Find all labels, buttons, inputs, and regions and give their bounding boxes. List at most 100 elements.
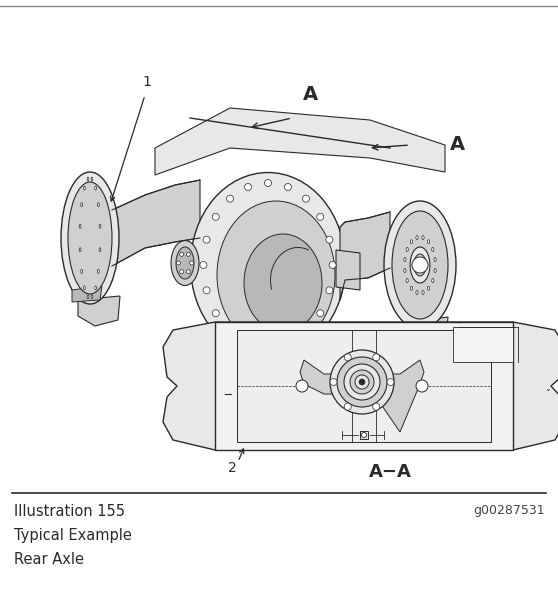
Circle shape — [344, 364, 380, 400]
Ellipse shape — [176, 247, 194, 279]
Circle shape — [330, 350, 394, 414]
Circle shape — [344, 403, 351, 410]
Circle shape — [387, 379, 394, 385]
Ellipse shape — [406, 278, 408, 283]
Ellipse shape — [427, 240, 430, 244]
Circle shape — [344, 354, 351, 361]
Ellipse shape — [81, 203, 83, 207]
Ellipse shape — [91, 177, 93, 181]
Ellipse shape — [87, 177, 89, 181]
Circle shape — [200, 261, 207, 269]
Ellipse shape — [384, 201, 456, 329]
Circle shape — [350, 370, 374, 394]
Ellipse shape — [432, 247, 434, 252]
Circle shape — [203, 236, 210, 243]
Ellipse shape — [95, 286, 97, 290]
Polygon shape — [203, 347, 330, 383]
Circle shape — [227, 328, 234, 335]
Ellipse shape — [84, 286, 85, 290]
Text: 2: 2 — [228, 461, 237, 475]
Circle shape — [180, 270, 184, 273]
Ellipse shape — [432, 278, 434, 283]
Circle shape — [302, 195, 310, 202]
Circle shape — [264, 344, 272, 350]
Ellipse shape — [244, 234, 322, 332]
Circle shape — [186, 270, 190, 273]
Ellipse shape — [79, 247, 81, 252]
Circle shape — [329, 261, 336, 269]
Circle shape — [244, 183, 252, 191]
Polygon shape — [112, 180, 200, 266]
Circle shape — [285, 183, 291, 191]
Polygon shape — [374, 360, 424, 432]
Bar — [215, 322, 513, 450]
Ellipse shape — [81, 269, 83, 273]
Polygon shape — [78, 296, 120, 326]
Ellipse shape — [422, 235, 424, 240]
Polygon shape — [400, 317, 448, 347]
Ellipse shape — [91, 295, 93, 299]
Ellipse shape — [99, 247, 101, 252]
Ellipse shape — [171, 241, 199, 286]
Ellipse shape — [84, 186, 85, 190]
Circle shape — [227, 195, 234, 202]
Ellipse shape — [410, 247, 430, 283]
Circle shape — [326, 236, 333, 243]
Text: ˇ: ˇ — [546, 390, 550, 400]
Circle shape — [355, 375, 369, 389]
Circle shape — [330, 379, 337, 385]
Polygon shape — [72, 286, 102, 302]
Circle shape — [212, 214, 219, 220]
Circle shape — [412, 257, 428, 273]
Polygon shape — [163, 322, 558, 450]
Ellipse shape — [404, 258, 406, 261]
Ellipse shape — [406, 247, 408, 252]
Circle shape — [186, 252, 190, 257]
Ellipse shape — [410, 240, 412, 244]
Ellipse shape — [416, 290, 418, 295]
Ellipse shape — [416, 235, 418, 240]
Ellipse shape — [98, 203, 99, 207]
Ellipse shape — [99, 224, 101, 228]
Circle shape — [296, 380, 308, 392]
Ellipse shape — [79, 224, 81, 228]
Ellipse shape — [404, 269, 406, 272]
Text: A: A — [450, 136, 465, 154]
Text: g00287531: g00287531 — [473, 504, 545, 517]
Bar — [360, 431, 368, 439]
Text: Rear Axle: Rear Axle — [14, 552, 84, 567]
Text: Illustration 155: Illustration 155 — [14, 504, 125, 519]
Polygon shape — [300, 360, 350, 394]
Circle shape — [302, 328, 310, 335]
Text: A: A — [302, 85, 318, 105]
Circle shape — [337, 357, 387, 407]
Circle shape — [416, 380, 428, 392]
Circle shape — [373, 354, 380, 361]
Circle shape — [317, 214, 324, 220]
Circle shape — [176, 261, 180, 265]
Circle shape — [212, 310, 219, 316]
Ellipse shape — [61, 172, 119, 304]
Text: A−A: A−A — [369, 463, 411, 481]
Polygon shape — [340, 212, 390, 300]
Ellipse shape — [434, 269, 436, 272]
Circle shape — [362, 433, 367, 437]
Bar — [237, 330, 491, 442]
Ellipse shape — [414, 254, 426, 276]
Bar — [453, 327, 513, 362]
Circle shape — [264, 180, 272, 186]
Ellipse shape — [95, 186, 97, 190]
Ellipse shape — [427, 286, 430, 290]
Ellipse shape — [392, 211, 448, 319]
Circle shape — [203, 287, 210, 294]
Ellipse shape — [217, 201, 335, 349]
Circle shape — [359, 379, 365, 385]
Circle shape — [373, 403, 380, 410]
Circle shape — [317, 310, 324, 316]
Text: 1: 1 — [142, 75, 151, 89]
Polygon shape — [336, 250, 360, 290]
Ellipse shape — [98, 269, 99, 273]
Ellipse shape — [410, 286, 412, 290]
Circle shape — [285, 339, 291, 347]
Ellipse shape — [68, 182, 112, 294]
